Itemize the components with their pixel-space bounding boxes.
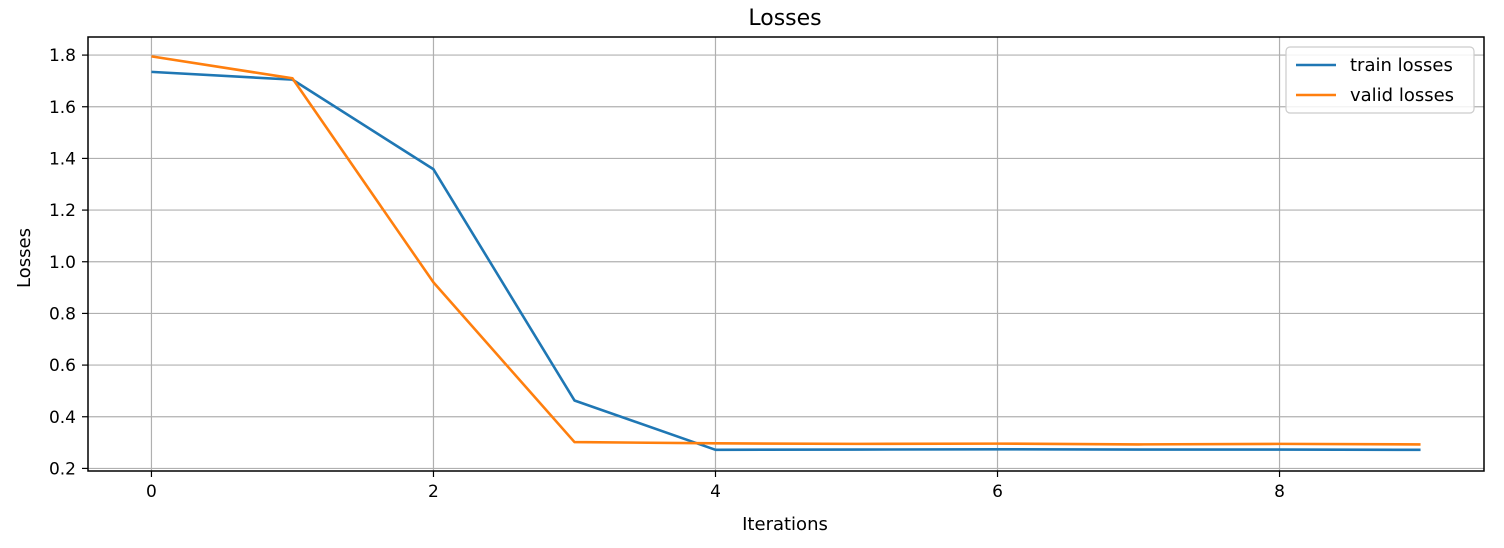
y-tick-label: 0.8 (49, 304, 76, 324)
legend-label-train: train losses (1350, 55, 1453, 76)
x-axis-label: Iterations (742, 514, 828, 535)
series-line-train (151, 70, 1421, 452)
y-tick-label: 1.2 (49, 201, 76, 221)
y-tick-label: 0.2 (49, 459, 76, 479)
series-line-valid (151, 55, 1421, 446)
y-tick-label: 1.4 (49, 149, 76, 169)
y-tick-label: 1.6 (49, 98, 76, 118)
x-tick-label: 4 (710, 482, 721, 502)
axis-ticks: 0 2 4 6 8 0.2 0.4 0.6 0.8 1.0 1.2 1.4 1.6 1.8 (49, 46, 1285, 502)
series-lines (151, 55, 1421, 452)
legend-box (1285, 46, 1475, 114)
x-tick-label: 2 (428, 482, 439, 502)
y-tick-label: 0.4 (49, 408, 76, 428)
chart-title: Losses (748, 6, 821, 31)
x-tick-label: 6 (992, 482, 1003, 502)
legend: train losses valid losses (1285, 46, 1475, 114)
x-tick-label: 0 (146, 482, 157, 502)
y-tick-label: 1.0 (49, 253, 76, 273)
y-tick-label: 1.8 (49, 46, 76, 66)
y-tick-label: 0.6 (49, 356, 76, 376)
x-tick-label: 8 (1274, 482, 1285, 502)
plot-frame (87, 36, 1485, 472)
legend-label-valid: valid losses (1350, 85, 1454, 106)
grid-lines (88, 37, 1484, 471)
y-axis-label: Losses (14, 228, 35, 288)
